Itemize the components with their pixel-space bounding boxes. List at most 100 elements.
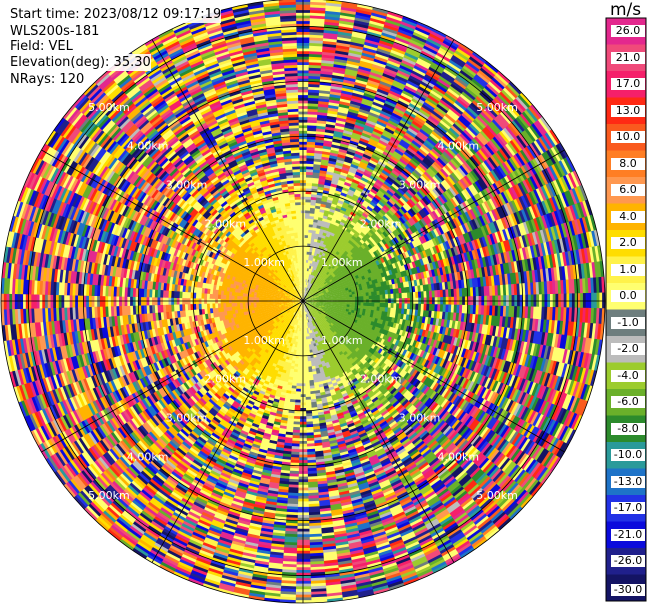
velocity-gate — [304, 248, 308, 252]
velocity-gate — [324, 298, 329, 301]
velocity-gate — [309, 213, 315, 217]
velocity-gate — [308, 56, 323, 61]
velocity-gate — [307, 124, 318, 129]
velocity-gate — [339, 17, 356, 24]
velocity-gate — [305, 212, 311, 217]
velocity-gate — [323, 24, 340, 29]
velocity-gate — [356, 6, 374, 13]
velocity-gate — [304, 273, 307, 277]
velocity-gate — [333, 133, 344, 139]
velocity-gate — [331, 80, 345, 86]
velocity-gate — [311, 252, 315, 256]
velocity-gate — [330, 88, 343, 94]
velocity-gate — [303, 295, 305, 299]
velocity-gate — [306, 281, 309, 286]
velocity-gate — [304, 289, 306, 293]
velocity-gate — [307, 259, 311, 264]
velocity-gate — [339, 98, 352, 104]
velocity-gate — [334, 52, 350, 59]
velocity-gate — [305, 177, 313, 181]
velocity-gate — [336, 41, 352, 48]
velocity-gate — [333, 61, 348, 67]
velocity-gate — [326, 118, 337, 123]
velocity-gate — [310, 240, 315, 245]
velocity-gate — [325, 2, 343, 8]
velocity-gate — [336, 39, 352, 45]
velocity-gate — [355, 11, 373, 19]
velocity-gate — [306, 146, 316, 151]
velocity-gate — [341, 87, 355, 93]
velocity-gate — [309, 218, 314, 223]
velocity-gate — [307, 113, 319, 118]
velocity-gate — [306, 248, 310, 253]
velocity-gate — [307, 119, 318, 124]
velocity-gate — [304, 284, 306, 288]
velocity-gate — [306, 171, 314, 176]
velocity-gate — [308, 226, 313, 231]
velocity-gate — [307, 273, 310, 277]
velocity-gate — [344, 71, 359, 77]
velocity-gate — [351, 35, 367, 43]
velocity-gate — [338, 25, 355, 32]
velocity-gate — [342, 81, 356, 88]
velocity-gate — [351, 33, 368, 40]
velocity-gate — [311, 229, 317, 234]
velocity-gate — [338, 22, 355, 29]
velocity-gate — [348, 49, 364, 56]
velocity-gate — [342, 84, 355, 91]
velocity-gate — [325, 123, 336, 129]
velocity-gate — [305, 278, 308, 283]
velocity-gate — [340, 12, 357, 18]
velocity-gate — [304, 256, 307, 260]
velocity-gate — [306, 168, 314, 173]
velocity-gate — [332, 69, 347, 75]
velocity-gate — [306, 160, 315, 165]
velocity-gate — [307, 237, 312, 242]
velocity-gate — [305, 287, 308, 291]
velocity-gate — [307, 127, 317, 132]
velocity-gate — [310, 237, 315, 242]
velocity-gate — [305, 188, 313, 192]
velocity-gate — [305, 204, 311, 208]
velocity-gate — [328, 101, 340, 107]
velocity-gate — [305, 182, 313, 187]
velocity-gate — [340, 92, 353, 99]
velocity-gate — [303, 267, 306, 271]
velocity-gate — [350, 41, 366, 48]
velocity-gate — [304, 284, 307, 288]
velocity-gate — [306, 149, 316, 154]
velocity-gate — [354, 14, 372, 21]
velocity-gate — [330, 298, 334, 301]
velocity-gate — [314, 235, 319, 240]
velocity-gate — [327, 110, 339, 115]
velocity-gate — [308, 61, 323, 66]
velocity-gate — [306, 256, 309, 261]
velocity-gate — [306, 284, 308, 288]
velocity-gate — [305, 281, 308, 285]
velocity-gate — [304, 242, 308, 247]
velocity-gate — [337, 111, 349, 117]
velocity-gate — [324, 18, 341, 24]
velocity-gate — [347, 57, 362, 64]
velocity-gate — [328, 99, 341, 105]
velocity-gate — [334, 58, 349, 64]
velocity-gate — [304, 234, 309, 239]
velocity-gate — [304, 289, 306, 293]
velocity-gate — [353, 22, 370, 29]
velocity-gate — [341, 1, 359, 7]
velocity-gate — [325, 120, 337, 126]
velocity-gate — [307, 97, 320, 102]
velocity-gate — [330, 149, 340, 155]
velocity-gate — [331, 143, 341, 149]
velocity-gate — [314, 249, 319, 254]
velocity-gate — [307, 102, 319, 107]
velocity-gate — [335, 44, 351, 51]
velocity-gate — [330, 82, 344, 88]
velocity-gate — [345, 65, 360, 72]
velocity-gate — [308, 67, 322, 72]
velocity-gate — [309, 271, 312, 275]
velocity-gate — [303, 289, 305, 293]
velocity-gate — [306, 163, 315, 167]
velocity-gate — [327, 162, 337, 168]
